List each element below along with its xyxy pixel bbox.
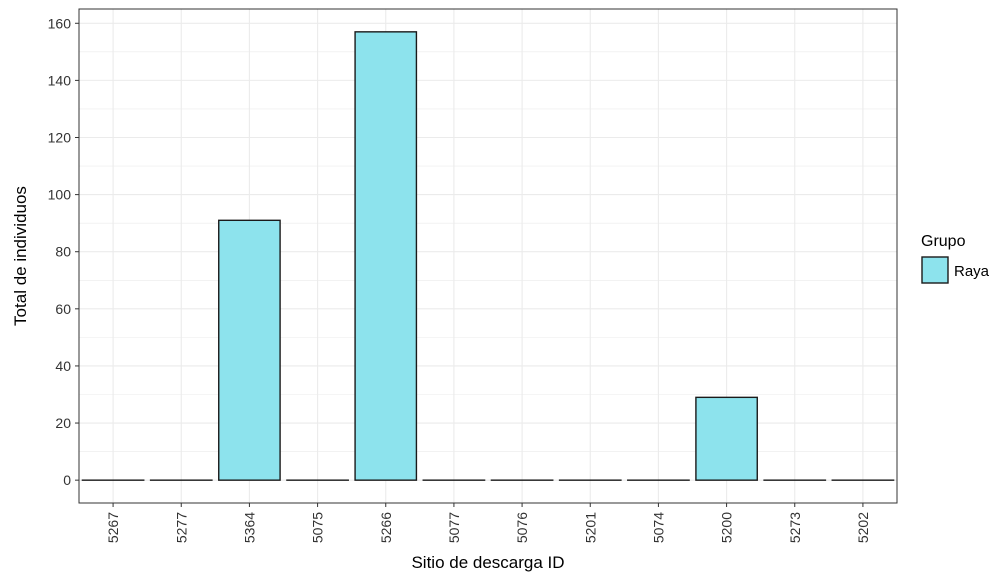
y-tick-label: 140 bbox=[48, 72, 72, 88]
legend-key-raya bbox=[921, 256, 949, 284]
x-tick-label: 5076 bbox=[514, 512, 530, 543]
x-axis: 5267 5277 5364 5075 5266 5077 5076 5201 5074 5200… bbox=[105, 503, 871, 543]
bar-5200 bbox=[695, 396, 758, 481]
y-tick-label: 20 bbox=[55, 415, 71, 431]
x-tick-label: 5364 bbox=[241, 512, 257, 543]
y-tick-label: 60 bbox=[55, 301, 71, 317]
y-axis-title: Total de individuos bbox=[11, 186, 30, 326]
x-tick-label: 5266 bbox=[378, 512, 394, 543]
legend-label-raya: Raya bbox=[954, 263, 990, 280]
y-tick-label: 80 bbox=[55, 244, 71, 260]
legend: Grupo Raya bbox=[921, 233, 990, 284]
x-tick-label: 5077 bbox=[446, 512, 462, 543]
bar-5364 bbox=[218, 219, 281, 481]
y-tick-label: 160 bbox=[48, 15, 72, 31]
y-tick-label: 100 bbox=[48, 187, 72, 203]
x-tick-label: 5273 bbox=[787, 512, 803, 543]
x-tick-label: 5267 bbox=[105, 512, 121, 543]
y-tick-label: 120 bbox=[48, 129, 72, 145]
x-tick-label: 5201 bbox=[582, 512, 598, 543]
bars bbox=[81, 31, 895, 481]
x-tick-label: 5202 bbox=[855, 512, 871, 543]
x-axis-title: Sitio de descarga ID bbox=[411, 553, 564, 572]
y-tick-label: 0 bbox=[63, 472, 71, 488]
x-tick-label: 5200 bbox=[719, 512, 735, 543]
panel-border bbox=[78, 8, 898, 504]
grid-minor bbox=[79, 51, 897, 452]
x-tick-label: 5074 bbox=[650, 512, 666, 543]
legend-title: Grupo bbox=[921, 233, 966, 250]
grid-major bbox=[79, 9, 897, 503]
x-tick-label: 5075 bbox=[310, 512, 326, 543]
bar-5266 bbox=[354, 31, 418, 481]
y-axis: 0 20 40 60 80 100 120 140 160 bbox=[48, 15, 79, 488]
y-tick-label: 40 bbox=[55, 358, 71, 374]
x-tick-label: 5277 bbox=[173, 512, 189, 543]
